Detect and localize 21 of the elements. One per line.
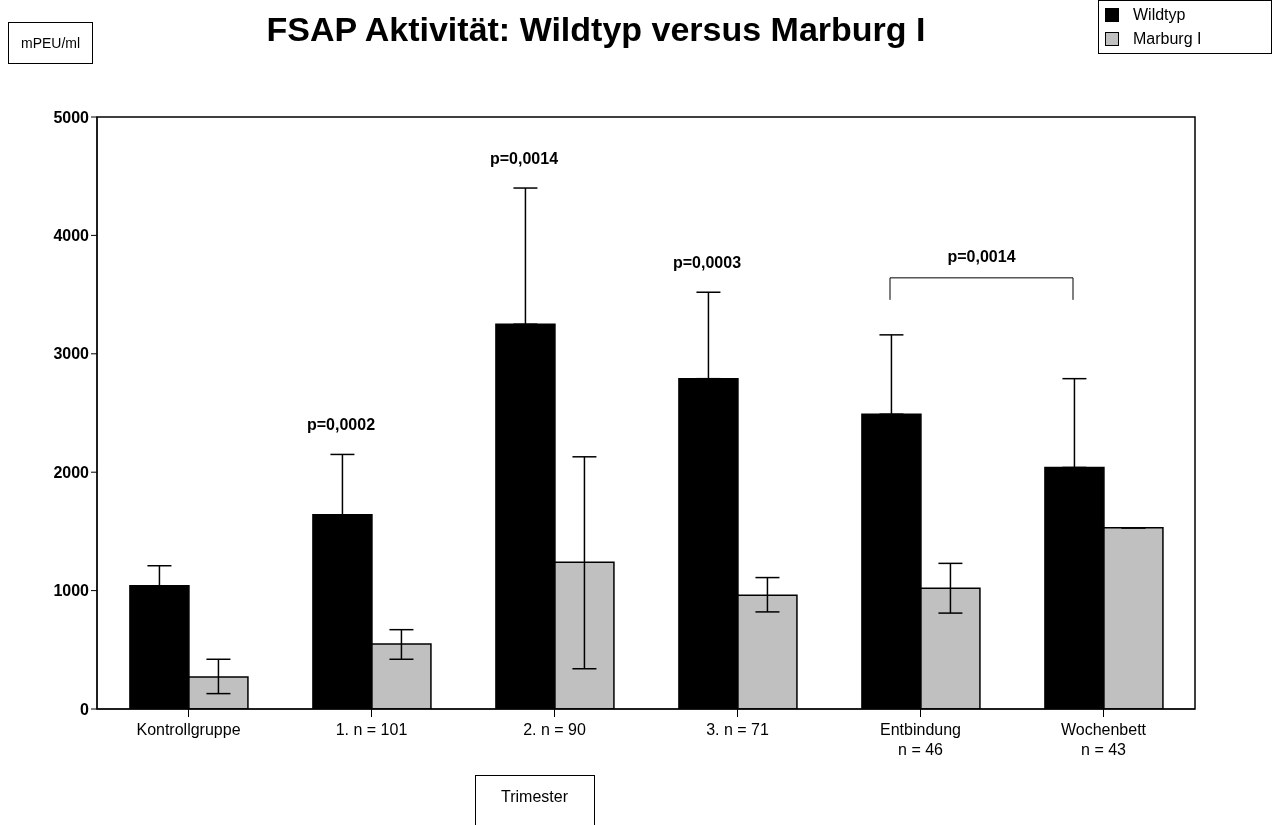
x-axis-title: Trimester (474, 775, 595, 825)
annotation: p=0,0014 (489, 150, 559, 168)
legend-label: Marburg I (1133, 30, 1202, 48)
x-tick-label: 2. n = 90 (523, 721, 586, 738)
legend-label: Wildtyp (1133, 6, 1186, 24)
annotation: p=0,0002 (306, 416, 376, 434)
y-tick-label: 4000 (53, 227, 90, 245)
y-tick-label: 1000 (53, 582, 90, 600)
x-tick-label: Kontrollgruppe (136, 721, 241, 738)
annotation: p=0,0003 (672, 254, 742, 272)
y-tick-label: 2000 (53, 463, 90, 481)
chart-title: FSAP Aktivität: Wildtyp versus Marburg I (266, 10, 926, 48)
x-tick-label: Entbindung n = 46 (880, 721, 961, 758)
x-tick-label: Wochenbett n = 43 (1060, 721, 1147, 758)
annotation: p=0,0014 (947, 247, 1016, 265)
x-tick-label: 1. n = 101 (335, 721, 408, 738)
y-tick-label: 0 (80, 700, 90, 718)
x-tick-label: 3. n = 71 (706, 721, 769, 738)
y-tick-label: 3000 (53, 345, 90, 363)
y-tick-label: 5000 (53, 108, 90, 126)
y-axis-title: mPEU/ml (8, 22, 94, 64)
